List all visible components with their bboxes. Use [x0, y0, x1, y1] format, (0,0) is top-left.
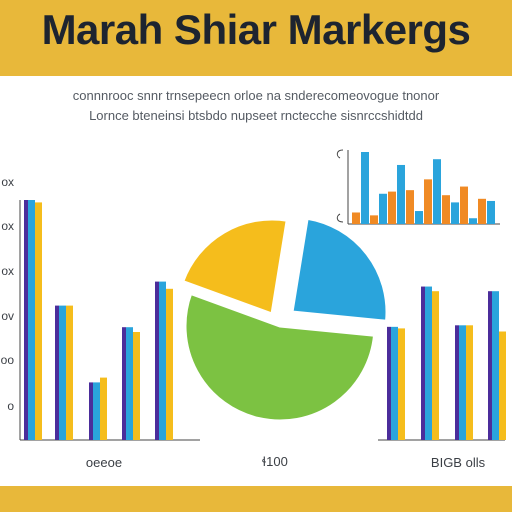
inset-bar: [370, 215, 378, 224]
left-bar-blue: [59, 305, 66, 440]
right-bars: [387, 286, 506, 440]
subtitle-line-2: Lornce bteneinsi btsbdo nupseet rnctecch…: [89, 108, 423, 123]
left-bar-blue: [93, 382, 100, 440]
inset-bar: [406, 190, 414, 224]
inset-bar: [487, 200, 495, 224]
page-title: Marah Shiar Markergs: [41, 6, 471, 53]
inset-bracket: [336, 149, 344, 223]
right-bar-blue: [425, 286, 432, 440]
left-tick-label: ov: [1, 309, 14, 323]
pie-slice-blue: [290, 216, 389, 323]
right-bar-accent: [421, 286, 425, 440]
right-bar-blue: [391, 326, 398, 440]
inset-bar: [451, 202, 459, 224]
right-bar-blue: [459, 325, 466, 440]
right-chart-caption: BIGB olls: [431, 455, 486, 470]
right-bar-accent: [387, 326, 391, 440]
inset-bar: [388, 191, 396, 224]
pie-chart-caption: ɬ100: [262, 454, 288, 469]
left-bar-yellow: [100, 377, 107, 440]
inset-bar: [478, 198, 486, 224]
pie-slices: [180, 216, 389, 423]
inset-bar: [379, 193, 387, 224]
pie-chart: ɬ100: [180, 216, 389, 469]
left-tick-label: o: [7, 399, 14, 413]
left-tick-label: ox: [1, 219, 14, 233]
left-bar-accent: [122, 327, 126, 440]
left-bar-accent: [24, 200, 28, 440]
left-tick-label: ox: [1, 264, 14, 278]
inset-bar: [361, 152, 369, 224]
inset-bar: [415, 211, 423, 224]
inset-bar: [397, 164, 405, 224]
left-bar-yellow: [35, 202, 42, 440]
right-bar-yellow: [499, 331, 506, 440]
pie-slice-yellow: [180, 217, 289, 317]
inset-bar: [433, 159, 441, 224]
left-bar-accent: [89, 382, 93, 440]
left-bar-accent: [55, 305, 59, 440]
subtitle-line-1: connnrooc snnr trnsepeecn orloe na snder…: [72, 88, 440, 103]
inset-bar: [460, 186, 468, 224]
left-bar-blue: [159, 281, 166, 440]
inset-bar: [352, 212, 360, 224]
inset-bar: [442, 195, 450, 224]
inset-bar: [424, 179, 432, 224]
right-bar-accent: [455, 325, 459, 440]
left-bar-blue: [126, 327, 133, 440]
pie-slice-green: [183, 291, 377, 423]
inset-bars: [352, 152, 495, 224]
right-bar-yellow: [398, 328, 405, 440]
left-bar-yellow: [133, 332, 140, 440]
left-bar-accent: [155, 281, 159, 440]
bottom-bar: [0, 486, 512, 512]
left-bar-yellow: [166, 288, 173, 440]
right-bar-accent: [488, 291, 492, 440]
left-bar-blue: [28, 200, 35, 440]
right-bar-chart: BIGB olls: [378, 286, 506, 470]
right-bar-yellow: [466, 325, 473, 440]
left-chart-caption: oeeoe: [86, 455, 122, 470]
left-tick-label: ox: [1, 175, 14, 189]
right-bar-yellow: [432, 291, 439, 440]
left-bar-yellow: [66, 305, 73, 440]
title-banner: [0, 0, 512, 70]
left-tick-label: oo: [1, 353, 15, 367]
inset-bar-chart: [336, 149, 500, 225]
inset-bar: [469, 218, 477, 224]
right-bar-blue: [492, 291, 499, 440]
left-bars: [24, 200, 173, 440]
